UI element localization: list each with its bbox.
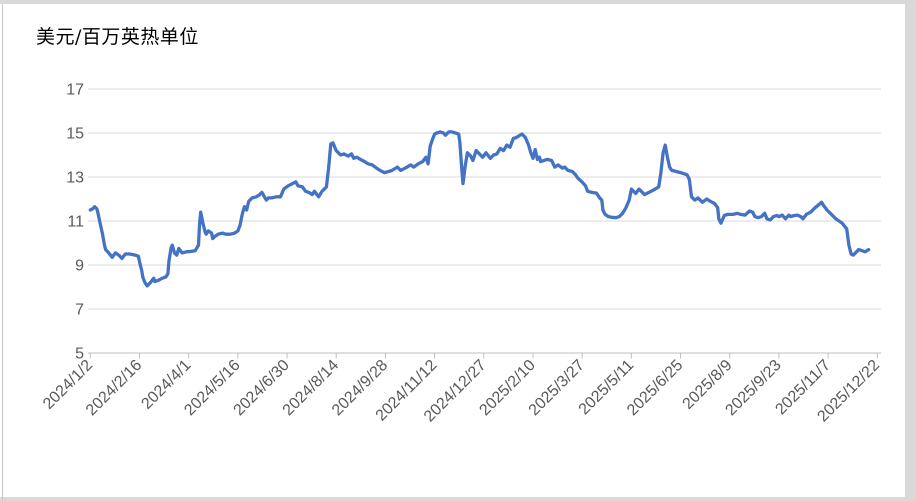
price-line-series: [88, 130, 871, 288]
y-axis-label: 11: [67, 214, 84, 231]
worksheet-edge-bottom: [0, 497, 916, 501]
worksheet-edge-left-line: [2, 4, 3, 501]
y-axis-label: 15: [66, 126, 84, 143]
y-axis-label: 7: [75, 302, 84, 319]
y-axis-label: 5: [75, 346, 84, 363]
y-axis-label: 17: [66, 82, 84, 99]
worksheet-edge-right: [905, 0, 916, 501]
chart-title: 美元/百万英热单位: [36, 26, 199, 48]
y-axis-label: 9: [75, 258, 84, 275]
y-axis-label: 13: [66, 170, 84, 187]
worksheet-edge-top: [0, 0, 916, 4]
